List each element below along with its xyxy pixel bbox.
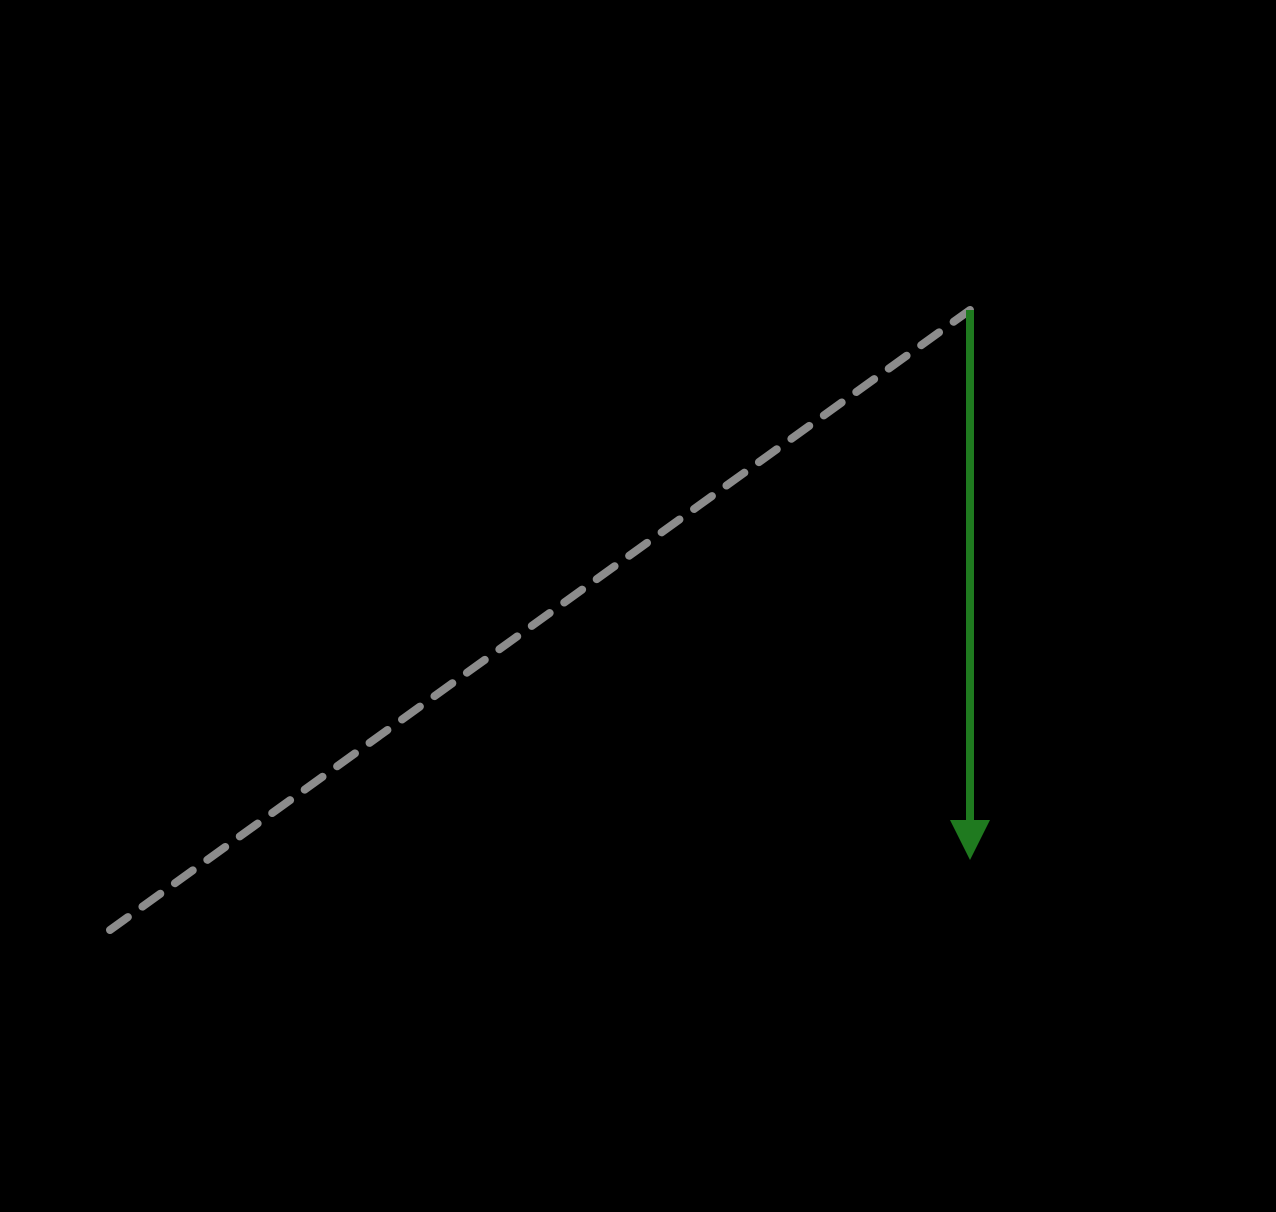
- diagram-canvas: [0, 0, 1276, 1212]
- dashed-trajectory-line: [110, 310, 970, 930]
